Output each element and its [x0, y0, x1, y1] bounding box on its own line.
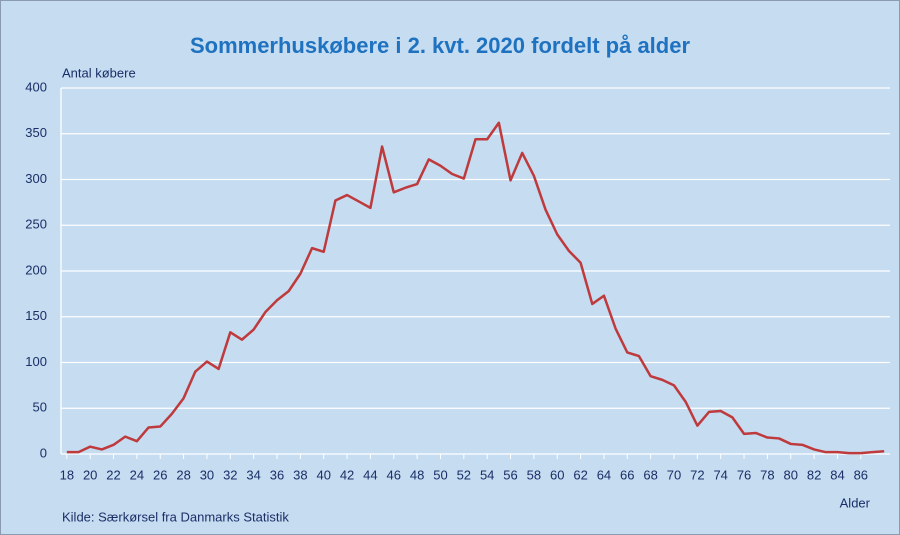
x-axis-label: Alder — [840, 495, 871, 510]
source-note: Kilde: Særkørsel fra Danmarks Statistik — [62, 509, 289, 524]
x-tick-label: 40 — [316, 467, 330, 482]
x-tick-label: 44 — [363, 467, 377, 482]
y-tick-label: 0 — [40, 445, 47, 460]
x-tick-label: 72 — [690, 467, 704, 482]
x-tick-label: 78 — [760, 467, 774, 482]
y-tick-label: 250 — [25, 217, 47, 232]
y-tick-label: 100 — [25, 354, 47, 369]
y-tick-label: 350 — [25, 125, 47, 140]
x-tick-label: 30 — [200, 467, 214, 482]
x-tick-label: 74 — [713, 467, 727, 482]
data-line — [66, 121, 885, 455]
y-axis-label: Antal købere — [62, 65, 136, 80]
x-tick-label: 22 — [106, 467, 120, 482]
x-tick-label: 52 — [457, 467, 471, 482]
x-tick-label: 38 — [293, 467, 307, 482]
x-tick-label: 56 — [503, 467, 517, 482]
y-tick-label: 150 — [25, 308, 47, 323]
x-tick-label: 62 — [573, 467, 587, 482]
x-tick-label: 82 — [807, 467, 821, 482]
x-tick-label: 28 — [176, 467, 190, 482]
x-tick-label: 76 — [737, 467, 751, 482]
x-tick-label: 42 — [340, 467, 354, 482]
y-tick-label: 400 — [25, 79, 47, 94]
x-tick-label: 86 — [854, 467, 868, 482]
x-tick-label: 26 — [153, 467, 167, 482]
x-tick-label: 18 — [60, 467, 74, 482]
x-tick-label: 36 — [270, 467, 284, 482]
x-tick-label: 46 — [387, 467, 401, 482]
x-tick-label: 70 — [667, 467, 681, 482]
x-tick-label: 48 — [410, 467, 424, 482]
y-tick-label: 200 — [25, 262, 47, 277]
x-tick-label: 66 — [620, 467, 634, 482]
chart-title: Sommerhuskøbere i 2. kvt. 2020 fordelt p… — [190, 33, 691, 58]
x-tick-label: 60 — [550, 467, 564, 482]
y-tick-label: 50 — [33, 400, 47, 415]
x-tick-label: 20 — [83, 467, 97, 482]
x-tick-label: 84 — [830, 467, 844, 482]
x-tick-label: 54 — [480, 467, 494, 482]
x-tick-label: 64 — [597, 467, 611, 482]
y-tick-label: 300 — [25, 171, 47, 186]
x-tick-label: 58 — [527, 467, 541, 482]
x-tick-label: 32 — [223, 467, 237, 482]
x-tick-label: 68 — [643, 467, 657, 482]
x-tick-label: 80 — [784, 467, 798, 482]
x-tick-label: 34 — [246, 467, 260, 482]
x-tick-label: 24 — [130, 467, 144, 482]
x-tick-label: 50 — [433, 467, 447, 482]
